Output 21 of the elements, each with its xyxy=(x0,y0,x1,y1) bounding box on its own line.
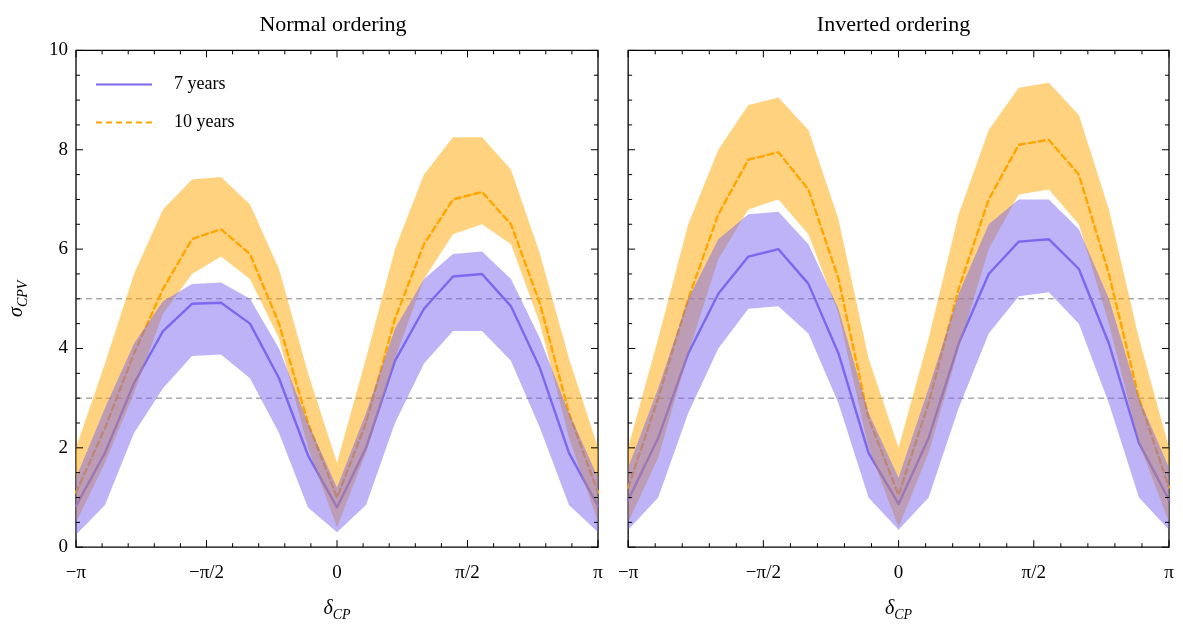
y-tick-label: 4 xyxy=(58,336,69,358)
x-tick-label: −π/2 xyxy=(745,560,781,582)
x-tick-label: π/2 xyxy=(1021,560,1046,582)
y-tick-label: 6 xyxy=(58,237,68,259)
legend-label: 7 years xyxy=(174,73,226,94)
y-tick-label: 10 xyxy=(49,38,68,60)
x-tick-label: π xyxy=(1164,560,1175,582)
x-tick-label: π xyxy=(593,560,604,582)
y-tick-label: 8 xyxy=(58,137,68,159)
x-tick-label: 0 xyxy=(332,560,342,582)
legend-label: 10 years xyxy=(174,111,235,132)
y-tick-label: 0 xyxy=(58,535,68,557)
chart-title: Normal ordering xyxy=(259,10,407,36)
chart-title: Inverted ordering xyxy=(816,10,971,36)
y-axis-title: σCPV xyxy=(4,279,30,317)
x-tick-label: −π xyxy=(65,560,87,582)
x-tick-label: π/2 xyxy=(455,560,480,582)
x-tick-label: −π xyxy=(618,560,639,582)
x-tick-label: 0 xyxy=(893,560,904,582)
x-tick-label: −π/2 xyxy=(188,560,225,582)
y-tick-label: 2 xyxy=(58,435,68,457)
